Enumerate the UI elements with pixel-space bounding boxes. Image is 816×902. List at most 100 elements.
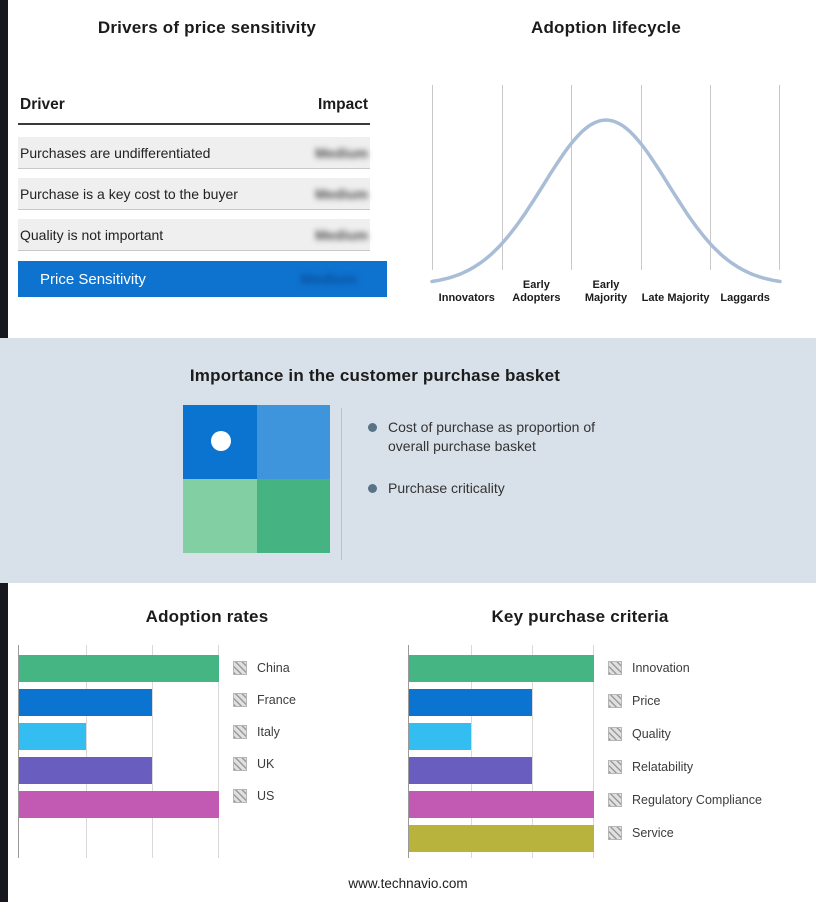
quadrant-cell-top-right [256,405,330,479]
key-purchase-criteria-legend: Innovation Price Quality Relatability Re… [608,661,762,859]
legend-item: Innovation [608,661,762,675]
drivers-table-header: Driver Impact [18,96,370,125]
lifecycle-chart [430,85,782,284]
price-sensitivity-impact-redacted: Medium [300,270,357,288]
legend-label: Regulatory Compliance [632,793,762,807]
bar-regulatory-compliance [409,791,594,818]
bar-uk [19,757,153,784]
column-header-driver: Driver [20,96,65,113]
legend-item: Price [608,694,762,708]
legend-label: Quality [632,727,671,741]
quadrant-matrix [183,405,330,553]
purchase-basket-section: Importance in the customer purchase bask… [0,338,816,583]
quadrant-cell-bottom-right [256,479,330,553]
legend-swatch-icon [233,725,247,739]
bell-curve-path [430,118,782,284]
bullet-item: Purchase criticality [368,479,620,498]
legend-swatch-icon [608,661,622,675]
driver-cell: Purchases are undifferentiated [20,144,211,161]
column-header-impact: Impact [318,96,368,113]
bullet-icon [368,423,377,432]
adoption-rates-bars [19,655,219,825]
legend-swatch-icon [233,693,247,707]
legend-label: Innovation [632,661,690,675]
adoption-rates-legend: China France Italy UK US [233,661,296,821]
bar-relatability [409,757,533,784]
bar-innovation [409,655,594,682]
driver-cell: Quality is not important [20,226,164,243]
website-link[interactable]: www.technavio.com [348,876,468,891]
legend-item: Italy [233,725,296,739]
legend-swatch-icon [608,793,622,807]
adoption-rates-chart [18,645,219,858]
table-row: Purchase is a key cost to the buyer Medi… [18,178,370,210]
bar-italy [19,723,86,750]
drivers-table: Purchases are undifferentiated Medium Pu… [18,137,387,297]
price-sensitivity-label: Price Sensitivity [40,270,146,288]
gridline [432,85,433,270]
bar-quality [409,723,471,750]
legend-label: Italy [257,725,280,739]
gridline [470,645,472,858]
bar-china [19,655,219,682]
drivers-panel-title: Drivers of price sensitivity [97,18,317,37]
left-accent-strip-top [0,0,8,338]
impact-value-redacted: Medium [315,226,368,243]
impact-value-redacted: Medium [315,144,368,161]
lifecycle-stage-labels: Innovators Early Adopters Early Majority… [432,270,780,306]
stage-label: Late Majority [641,292,710,305]
gridline [710,85,712,270]
lifecycle-panel-title: Adoption lifecycle [530,18,681,37]
quadrant-cell-top-left [183,405,257,479]
key-purchase-criteria-bars [409,655,594,859]
price-sensitivity-row: Price Sensitivity Medium [18,261,387,297]
legend-label: UK [257,757,275,771]
position-marker-dot [211,431,231,451]
gridline [571,85,573,270]
legend-item: UK [233,757,296,771]
adoption-rates-title: Adoption rates [145,607,269,626]
gridline [85,645,87,858]
gridline [779,85,780,270]
gridline [218,645,219,858]
impact-value-redacted: Medium [315,185,368,202]
bullet-text: Purchase criticality [388,479,505,496]
legend-item: France [233,693,296,707]
stage-label: Innovators [438,292,495,305]
gridline [501,85,503,270]
bullet-item: Cost of purchase as proportion of overal… [368,418,620,457]
legend-item: Service [608,826,762,840]
bar-price [409,689,533,716]
legend-item: US [233,789,296,803]
bullet-text: Cost of purchase as proportion of overal… [388,419,596,455]
legend-swatch-icon [608,760,622,774]
legend-swatch-icon [233,789,247,803]
left-accent-strip-bottom [0,583,8,902]
quadrant-cell-bottom-left [183,479,257,553]
stage-label: Laggards [720,292,770,305]
gridline [532,645,534,858]
legend-label: US [257,789,275,803]
legend-item: Quality [608,727,762,741]
legend-swatch-icon [608,727,622,741]
key-purchase-criteria-chart [408,645,594,858]
legend-label: France [257,693,296,707]
legend-label: Price [632,694,661,708]
gridline [640,85,642,270]
basket-bullets: Cost of purchase as proportion of overal… [368,418,620,520]
bell-curve [430,118,782,284]
legend-item: China [233,661,296,675]
driver-cell: Purchase is a key cost to the buyer [20,185,238,202]
legend-swatch-icon [233,757,247,771]
basket-title: Importance in the customer purchase bask… [189,366,561,385]
legend-swatch-icon [608,826,622,840]
bar-us [19,791,219,818]
stage-label: Early Adopters [512,278,561,305]
legend-item: Relatability [608,760,762,774]
table-row: Quality is not important Medium [18,219,370,251]
bullet-icon [368,483,377,493]
legend-label: China [257,661,290,675]
legend-swatch-icon [608,694,622,708]
table-row: Purchases are undifferentiated Medium [18,137,370,169]
footer: www.technavio.com [0,876,816,891]
